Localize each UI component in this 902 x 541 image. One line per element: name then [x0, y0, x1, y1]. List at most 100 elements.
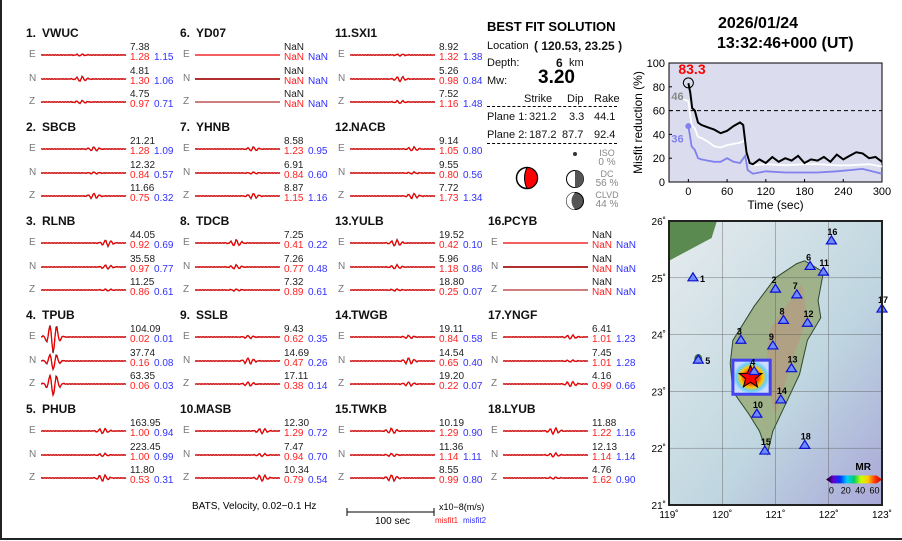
component-label: E	[491, 237, 498, 248]
misfit2-value: 0.95	[308, 146, 328, 157]
station-triangle-icon[interactable]	[686, 271, 700, 282]
waveform-trace	[195, 288, 281, 293]
y-tick-label: 60	[653, 106, 665, 118]
series-line-0	[687, 83, 883, 166]
station-marker-label: 4	[750, 358, 755, 368]
lon-tick-label: 121˚	[765, 509, 785, 521]
station-triangle-icon[interactable]	[801, 317, 814, 327]
station-number: 14.	[335, 308, 352, 322]
component-label: N	[183, 166, 191, 178]
station-triangle-icon[interactable]	[769, 283, 782, 293]
waveform-trace	[350, 238, 436, 247]
misfit1-value: 1.16	[439, 99, 459, 110]
station-triangle-icon[interactable]	[825, 234, 838, 245]
waveform-trace	[195, 193, 281, 201]
station-name: YULB	[351, 214, 384, 228]
amplitude-value: 4.16	[592, 371, 612, 382]
station-triangle-icon[interactable]	[804, 260, 817, 271]
waveform-trace	[503, 476, 589, 480]
waveform-trace	[41, 288, 127, 292]
misfit2-value: 0.61	[308, 287, 328, 298]
station-triangle-icon[interactable]	[774, 393, 787, 404]
component-label: Z	[491, 472, 498, 483]
station-triangle-icon[interactable]	[734, 334, 747, 344]
waveform-trace	[503, 333, 589, 340]
misfit2-value: 0.61	[154, 287, 174, 298]
amplitude-value: 10.34	[284, 465, 310, 476]
misfit2-value: NaN	[616, 240, 637, 251]
misfit1-value: 0.02	[130, 334, 150, 345]
misfit2-value: 1.28	[616, 357, 636, 369]
component-label: Z	[338, 472, 345, 483]
lat-tick-label: 26˚	[652, 216, 666, 228]
component-label: Z	[29, 96, 36, 107]
waveform-trace	[350, 427, 436, 435]
station-triangle-icon[interactable]	[758, 444, 771, 455]
station-triangle-icon[interactable]	[750, 407, 763, 418]
station-marker-label: 11	[819, 258, 829, 268]
misfit2-value: 0.69	[154, 240, 174, 251]
colorbar-title: MR	[855, 462, 871, 473]
amplitude-value: 5.26	[439, 65, 459, 77]
mw-label: Mw:	[487, 75, 508, 87]
component-label: E	[338, 49, 345, 60]
waveform-trace	[195, 145, 281, 152]
plane2-rake: 92.4	[594, 129, 616, 141]
misfit1-value: 1.28	[130, 52, 150, 63]
misfit1-value: 1.30	[130, 75, 150, 87]
event-date: 2026/01/24	[718, 15, 799, 32]
component-label: Z	[29, 190, 36, 201]
amplitude-value: 8.55	[439, 465, 459, 476]
iso-value: 0 %	[598, 157, 616, 168]
amplitude-value: 8.92	[439, 42, 459, 53]
colorbar-tick: 60	[870, 486, 880, 496]
misfit1-value: 0.79	[284, 475, 304, 486]
station-triangle-icon[interactable]	[798, 439, 811, 449]
misfit1-value: 1.15	[284, 193, 304, 204]
component-label: N	[29, 166, 37, 178]
station-name: VWUC	[42, 26, 79, 40]
station-name: LYUB	[504, 402, 536, 416]
amplitude-value: 8.58	[284, 136, 304, 147]
misfit1-value: 0.25	[439, 287, 459, 298]
misfit1-value: 0.62	[284, 334, 304, 345]
station-triangle-icon[interactable]	[748, 365, 761, 376]
component-label: Z	[491, 378, 498, 389]
amplitude-value: 4.75	[130, 89, 150, 100]
misfit1-value: 0.75	[130, 193, 150, 204]
amplitude-value: 19.11	[439, 324, 464, 335]
misfit2-value: 1.09	[154, 146, 174, 157]
lat-tick-label: 25˚	[652, 273, 666, 285]
amplitude-value: 8.87	[284, 183, 304, 194]
waveform-trace	[195, 54, 280, 56]
iso-label: ISO	[599, 148, 615, 158]
waveform-trace	[350, 53, 436, 58]
station-name: YD07	[196, 26, 227, 40]
lat-tick-label: 24˚	[652, 330, 666, 342]
component-label: Z	[183, 284, 190, 295]
amplitude-value: 12.30	[284, 418, 310, 429]
amplitude-value: 7.45	[592, 347, 612, 359]
misfit2-value: 1.16	[616, 428, 636, 439]
waveform-trace	[41, 427, 127, 435]
waveform-trace	[503, 242, 588, 244]
station-marker-label: 12	[803, 309, 813, 319]
station-name: TDCB	[196, 214, 230, 228]
misfit2-legend: misfit2	[463, 516, 487, 525]
amplitude-value: NaN	[592, 253, 613, 265]
station-number: 12.	[335, 120, 352, 134]
waveform-trace	[41, 325, 127, 354]
component-label: E	[29, 49, 36, 60]
component-label: N	[183, 260, 191, 272]
station-triangle-icon[interactable]	[692, 354, 705, 364]
clvd-ball-icon	[566, 192, 584, 210]
misfit1-legend: misfit1	[435, 516, 459, 525]
station-triangle-icon[interactable]	[817, 265, 830, 276]
misfit2-value: 0.40	[463, 357, 483, 369]
station-triangle-icon[interactable]	[785, 362, 798, 373]
station-triangle-icon[interactable]	[777, 314, 790, 324]
station-triangle-icon[interactable]	[790, 288, 803, 299]
station-triangle-icon[interactable]	[766, 339, 779, 350]
misfit2-value: 0.58	[463, 334, 483, 345]
